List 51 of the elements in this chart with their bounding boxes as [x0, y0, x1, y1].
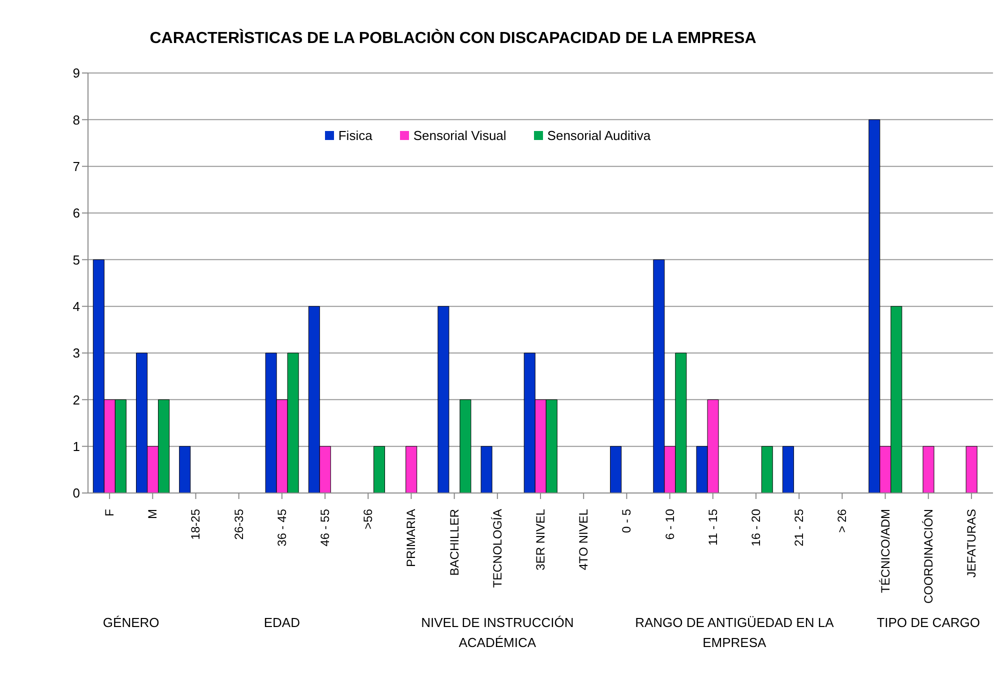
y-tick-label: 2: [72, 392, 80, 408]
x-tick-label: 26-35: [232, 508, 246, 540]
text: GÉNERO: [102, 614, 160, 632]
x-tick-label: COORDINACIÓN: [921, 509, 936, 604]
bar: [761, 446, 773, 493]
x-tick-label: 11 - 15: [706, 508, 720, 546]
bar: [922, 446, 934, 493]
x-tick-label: 4TO NIVEL: [576, 508, 591, 570]
x-tick-label: 16 - 20: [748, 508, 763, 546]
x-tick-label: TECNOLOGÍA: [490, 509, 504, 588]
bar: [480, 446, 492, 493]
x-tick-label: 46 - 55: [318, 508, 332, 546]
chart-title: CARACTERÌSTICAS DE LA POBLACIÒN CON DISCAPACIDAD DE LA EMPRESA: [148, 30, 758, 48]
y-tick-label: 7: [72, 158, 80, 174]
y-tick-label: 8: [72, 112, 80, 128]
bar: [610, 446, 622, 493]
bar: [406, 446, 418, 493]
bar: [460, 399, 472, 493]
bar: [438, 306, 450, 493]
x-tick-label: JEFATURAS: [964, 509, 978, 578]
x-tick-label: F: [102, 509, 117, 516]
legend-label: Sensorial Visual: [412, 128, 506, 143]
bar: [179, 446, 191, 493]
x-tick-label: 21 - 25: [792, 508, 806, 546]
y-tick-label: 9: [72, 66, 80, 81]
text: NIVEL DE INSTRUCCIÓN ACADÉMICA: [420, 614, 575, 652]
x-tick-label: 36 - 45: [274, 508, 289, 546]
x-tick-label: BACHILLER: [447, 508, 462, 576]
bar: [966, 446, 978, 493]
text: EDAD: [262, 614, 301, 632]
x-tick-label: >56: [361, 508, 376, 530]
y-tick-label: 3: [72, 346, 80, 361]
legend-label: Fisica: [337, 128, 372, 143]
x-tick-label: 3ER NIVEL: [534, 508, 548, 570]
y-tick-label: 5: [72, 252, 80, 268]
x-tick-label: M: [146, 509, 160, 519]
x-tick-label: 18-25: [188, 508, 203, 540]
y-tick-label: 4: [72, 298, 80, 314]
bar: [373, 446, 385, 493]
y-tick-label: 6: [72, 206, 80, 221]
x-tick-label: PRIMARIA: [404, 509, 418, 568]
legend-label: Sensorial Auditiva: [546, 128, 651, 143]
text: RANGO DE ANTIGÜEDAD EN LA EMPRESA: [634, 614, 835, 652]
x-tick-label: 0 - 5: [620, 508, 634, 534]
x-tick-label: 6 - 10: [662, 508, 677, 540]
x-tick-label: > 26: [835, 508, 850, 533]
y-tick-label: 0: [72, 486, 80, 501]
text: TIPO DE CARGO: [876, 614, 981, 632]
x-tick-label: TÉCNICO/ADM: [878, 508, 892, 593]
y-tick-label: 1: [72, 438, 80, 454]
bar: [782, 446, 794, 493]
